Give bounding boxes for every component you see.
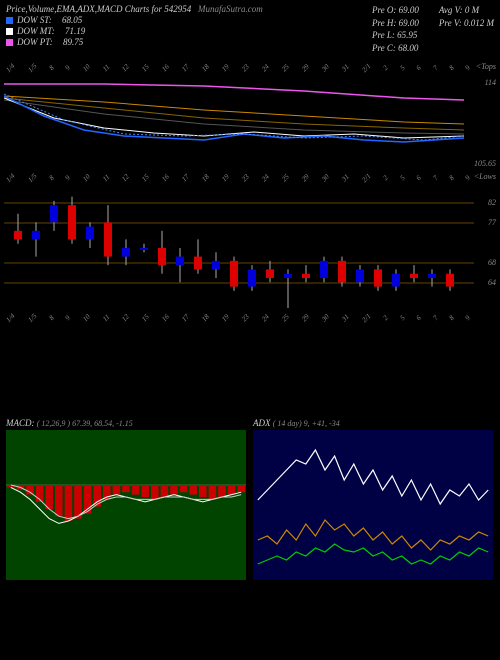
ema-scale-bot: 105.65 — [474, 159, 496, 168]
date-axis-bot: 1/41/58910111215161718192324252930312/12… — [0, 308, 500, 328]
candle-tag: <Lows — [474, 172, 496, 181]
candle-panel: <Lows 82776864 — [0, 188, 500, 308]
candle-ylabel: 68 — [488, 258, 496, 267]
date-axis-top: 1/41/58910111215161718192324252930312/12… — [0, 58, 500, 78]
candle-ylabel: 77 — [488, 218, 496, 227]
site-name: MunafaSutra.com — [198, 4, 263, 14]
macd-panel — [6, 430, 247, 580]
macd-label-row: MACD: ( 12,26,9 ) 67.39, 68.54, -1.15 — [6, 418, 247, 428]
date-axis-mid: 1/41/58910111215161718192324252930312/12… — [0, 168, 500, 188]
ema-scale-top: 114 — [485, 78, 496, 87]
chart-title: Price,Volume,EMA,ADX,MACD Charts for 542… — [6, 4, 191, 14]
avg-vol: Avg V: 0 MPre V: 0.012 M — [439, 4, 494, 54]
pre-ohlc: Pre O: 69.00Pre H: 69.00Pre L: 65.95Pre … — [372, 4, 419, 54]
candle-ylabel: 64 — [488, 278, 496, 287]
ema-panel: 114 105.65 <Tops — [0, 78, 500, 168]
legend-mt: DOW MT: 71.19 — [6, 26, 372, 36]
legend-st: DOW ST: 68.05 — [6, 15, 372, 25]
candle-ylabel: 82 — [488, 198, 496, 207]
adx-label-row: ADX ( 14 day) 9, +41, -34 — [253, 418, 494, 428]
chart-header: Price,Volume,EMA,ADX,MACD Charts for 542… — [0, 0, 500, 58]
adx-panel — [253, 430, 494, 580]
ema-tag: <Tops — [476, 62, 496, 71]
legend-pt: DOW PT: 89.75 — [6, 37, 372, 47]
